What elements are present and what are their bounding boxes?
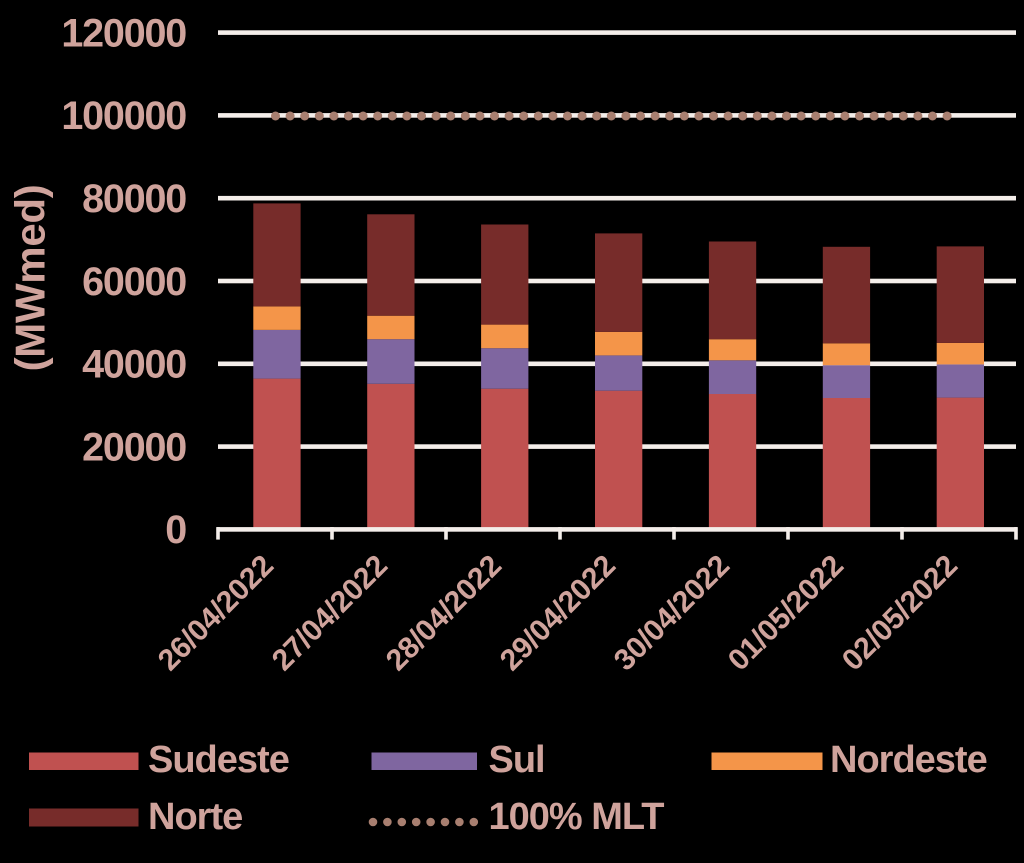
svg-text:100% MLT: 100% MLT (489, 796, 665, 838)
svg-text:120000: 120000 (61, 11, 186, 55)
svg-text:20000: 20000 (82, 425, 186, 469)
svg-text:Sul: Sul (489, 739, 545, 781)
svg-text:Nordeste: Nordeste (830, 739, 987, 781)
svg-text:100000: 100000 (61, 94, 186, 138)
svg-text:Norte: Norte (148, 796, 242, 838)
svg-text:40000: 40000 (82, 343, 186, 387)
svg-text:80000: 80000 (82, 177, 186, 221)
svg-text:60000: 60000 (82, 260, 186, 304)
svg-text:0: 0 (165, 508, 186, 552)
svg-text:(MWmed): (MWmed) (7, 185, 54, 372)
svg-text:Sudeste: Sudeste (148, 739, 289, 781)
